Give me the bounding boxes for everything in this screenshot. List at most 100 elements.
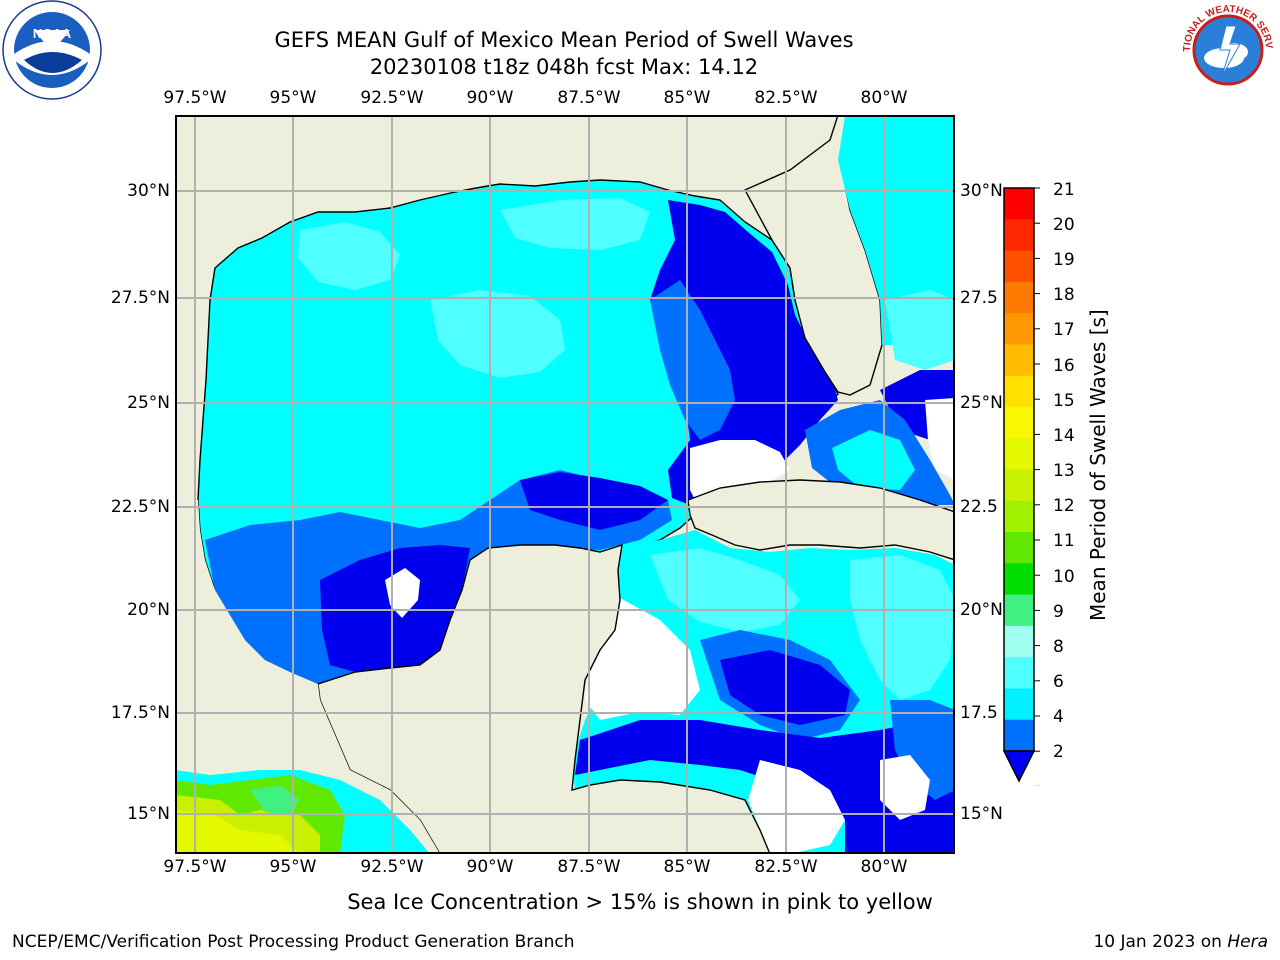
colorbar-tick-label: 10 <box>1053 567 1075 587</box>
colorbar-tick-label: 6 <box>1053 672 1064 692</box>
lat-label-right: 17.5 <box>960 703 998 723</box>
light-cyan-patch <box>430 290 565 378</box>
colorbar-tick-label: 17 <box>1053 320 1075 340</box>
map-canvas <box>175 115 955 854</box>
cuba <box>687 479 955 561</box>
southern-gulf-blue-2 <box>520 472 668 530</box>
colorbar-title: Mean Period of Swell Waves [s] <box>1086 309 1110 621</box>
caribbean-blue-south <box>575 720 955 854</box>
lon-label-bottom: 97.5°W <box>163 857 227 877</box>
lat-label-right: 30°N <box>960 181 1003 201</box>
bahamas-white <box>925 398 955 480</box>
lat-label-left: 30°N <box>127 181 170 201</box>
colorbar-segment <box>1004 438 1034 470</box>
chart-title: GEFS MEAN Gulf of Mexico Mean Period of … <box>274 28 854 52</box>
colorbar-segment <box>1004 188 1034 220</box>
colorbar-segment <box>1004 219 1034 252</box>
colorbar-segment <box>1004 500 1034 533</box>
colorbar-segment <box>1004 344 1034 377</box>
caribbean-mid-south <box>890 700 955 800</box>
yucatan-fill-fix <box>175 500 440 854</box>
noaa-logo: NOAA <box>0 0 104 104</box>
colorbar-segment <box>1004 532 1034 564</box>
lon-label-top: 87.5°W <box>557 88 621 108</box>
colorbar-tick-label: 19 <box>1053 250 1075 270</box>
lat-label-right: 15°N <box>960 804 1003 824</box>
colorbar <box>1000 186 1040 787</box>
lon-label-top: 97.5°W <box>163 88 227 108</box>
colorbar-tick-label: 8 <box>1053 637 1064 657</box>
colorbar-tick-label: 18 <box>1053 285 1075 305</box>
colorbar-tick-label: 16 <box>1053 356 1075 376</box>
lat-label-right: 25°N <box>960 393 1003 413</box>
footer-host: Hera <box>1227 932 1268 952</box>
light-cyan-patch <box>500 198 650 250</box>
atlantic-light <box>885 290 955 370</box>
svg-text:NOAA: NOAA <box>33 26 72 41</box>
lat-label-left: 25°N <box>127 393 170 413</box>
colorbar-tick-label: 12 <box>1053 496 1075 516</box>
lat-label-left: 22.5°N <box>110 497 170 517</box>
colorbar-segment <box>1004 594 1034 627</box>
no-data-caribbean-2 <box>748 760 845 854</box>
lon-label-bottom: 90°W <box>466 857 514 877</box>
eastern-gulf-mid <box>650 280 735 440</box>
lon-label-top: 90°W <box>466 88 514 108</box>
colorbar-segment <box>1004 563 1034 596</box>
lon-label-top: 85°W <box>663 88 711 108</box>
lat-label-left: 17.5°N <box>110 703 170 723</box>
lon-label-bottom: 85°W <box>663 857 711 877</box>
colorbar-tick-label: 9 <box>1053 602 1064 622</box>
colorbar-segment <box>1004 313 1034 345</box>
colorbar-tick-label: 2 <box>1053 742 1064 762</box>
lon-label-top: 95°W <box>269 88 317 108</box>
no-data-gulf <box>385 568 420 618</box>
colorbar-tick-label: 11 <box>1053 531 1075 551</box>
colorbar-segment <box>1004 625 1034 658</box>
lat-label-right: 27.5 <box>960 288 998 308</box>
map-frame <box>175 115 955 854</box>
footer-credit: NCEP/EMC/Verification Post Processing Pr… <box>12 932 575 952</box>
lon-label-bottom: 87.5°W <box>557 857 621 877</box>
colorbar-segment <box>1004 406 1034 439</box>
map-panel <box>175 115 955 854</box>
graticule <box>175 115 955 854</box>
pacific-yellow <box>175 810 300 854</box>
nws-logo: NATIONAL WEATHER SERVICE <box>1172 0 1280 104</box>
lon-label-bottom: 82.5°W <box>754 857 818 877</box>
colorbar-segment <box>1004 469 1034 502</box>
colorbar-svg <box>1002 187 1040 787</box>
lon-label-top: 92.5°W <box>360 88 424 108</box>
sea-ice-note: Sea Ice Concentration > 15% is shown in … <box>347 890 933 914</box>
colorbar-segment <box>1004 281 1034 314</box>
colorbar-tick-label: 4 <box>1053 707 1064 727</box>
lon-label-bottom: 95°W <box>269 857 317 877</box>
lat-label-right: 22.5 <box>960 497 998 517</box>
straits-cyan <box>832 430 915 490</box>
colorbar-segment <box>1004 688 1034 721</box>
colorbar-tick-label: 14 <box>1053 426 1075 446</box>
colorbar-tick-label: 20 <box>1053 215 1075 235</box>
lon-label-bottom: 92.5°W <box>360 857 424 877</box>
light-cyan-patch <box>298 222 400 290</box>
colorbar-tick-label: 21 <box>1053 180 1075 200</box>
colorbar-segment <box>1004 719 1034 752</box>
caribbean-light-2 <box>850 555 955 700</box>
pacific-lightgreen <box>250 785 300 815</box>
colorbar-segment <box>1004 375 1034 408</box>
lat-label-left: 15°N <box>127 804 170 824</box>
lat-label-left: 20°N <box>127 600 170 620</box>
lat-label-right: 20°N <box>960 600 1003 620</box>
chart-subtitle: 20230108 t18z 048h fcst Max: 14.12 <box>369 55 759 79</box>
colorbar-extend-arrow <box>1002 750 1036 783</box>
colorbar-segment <box>1004 250 1034 283</box>
footer-date: 10 Jan 2023 on Hera <box>1093 932 1268 952</box>
lon-label-top: 80°W <box>860 88 908 108</box>
footer-date-text: 10 Jan 2023 on <box>1093 932 1222 952</box>
colorbar-segment <box>1004 657 1034 689</box>
no-data-caribbean-3 <box>880 755 930 820</box>
atlantic-water <box>838 116 955 345</box>
colorbar-tick-label: 15 <box>1053 391 1075 411</box>
lon-label-bottom: 80°W <box>860 857 908 877</box>
colorbar-tick-label: 13 <box>1053 461 1075 481</box>
